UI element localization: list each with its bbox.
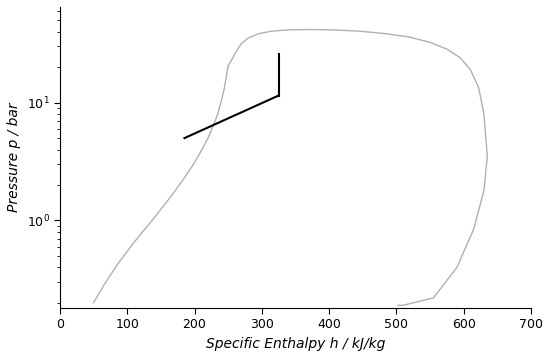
Y-axis label: Pressure p / bar: Pressure p / bar xyxy=(7,103,21,212)
X-axis label: Specific Enthalpy h / kJ/kg: Specific Enthalpy h / kJ/kg xyxy=(206,337,385,351)
